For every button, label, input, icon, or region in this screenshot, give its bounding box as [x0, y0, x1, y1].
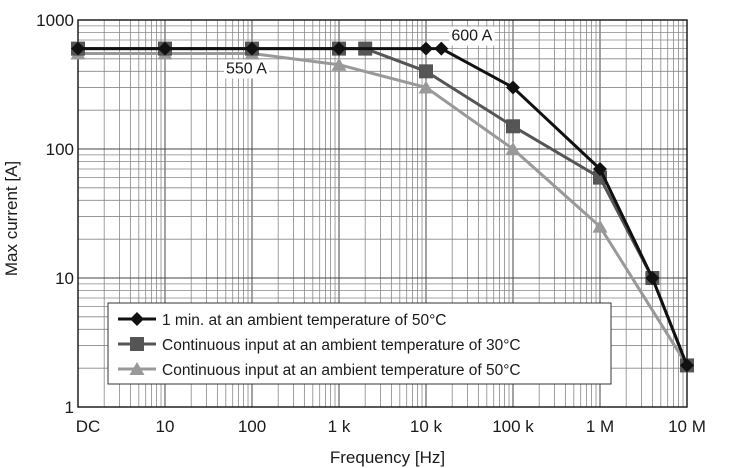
series-marker-diamond — [130, 312, 144, 326]
legend-entry: Continuous input at an ambient temperatu… — [162, 362, 521, 379]
legend-box — [107, 302, 612, 385]
annotation-background — [449, 26, 495, 46]
x-axis-label: Frequency [Hz] — [330, 448, 445, 467]
annotation-label: 550 A — [226, 60, 267, 77]
x-tick-label: 10 k — [410, 417, 443, 436]
series-line — [78, 47, 689, 366]
annotation-label: 600 A — [451, 28, 492, 45]
series-marker-diamond — [158, 41, 172, 56]
x-tick-labels: DC 10 100 1 k 10 k 100 k 1 M 10 M — [76, 417, 706, 436]
series-marker-triangle — [418, 80, 434, 94]
y-tick-label: 1000 — [36, 11, 74, 30]
series-line — [78, 51, 689, 367]
series-marker-triangle — [592, 219, 608, 233]
y-tick-label: 1 — [65, 398, 74, 417]
plot-frame — [77, 19, 688, 408]
y-tick-label: 100 — [46, 140, 74, 159]
y-axis-label: Max current [A] — [2, 161, 21, 276]
series-marker-triangle — [331, 57, 347, 71]
x-tick-label: 10 — [156, 417, 175, 436]
y-tick-label: 10 — [55, 269, 74, 288]
series-marker-diamond — [419, 41, 433, 56]
series-marker-diamond — [245, 41, 259, 56]
series-marker-diamond — [645, 271, 660, 285]
x-tick-label: 100 k — [492, 417, 534, 436]
x-tick-label: DC — [76, 417, 101, 436]
series-marker-diamond — [434, 41, 449, 56]
series-marker-diamond — [71, 41, 85, 56]
x-tick-label: 1 k — [328, 417, 351, 436]
x-tick-label: 100 — [238, 417, 266, 436]
y-tick-labels: 1000 100 10 1 — [36, 11, 74, 417]
x-tick-label: 1 M — [586, 417, 614, 436]
annotation-background — [224, 59, 270, 79]
legend-entry: Continuous input at an ambient temperatu… — [162, 337, 521, 354]
series-marker-square — [419, 64, 433, 79]
series-marker-diamond — [593, 161, 607, 176]
series-marker-square — [130, 337, 144, 351]
annotations: 600 A 550 A — [224, 26, 495, 79]
legend-entry: 1 min. at an ambient temperature of 50°C — [162, 312, 447, 329]
series-marker-diamond — [680, 358, 694, 373]
series-marker-triangle — [129, 362, 145, 375]
series-marker-diamond — [332, 41, 346, 56]
series — [71, 41, 694, 373]
series-marker-square — [506, 119, 520, 134]
series-marker-triangle — [505, 142, 521, 155]
x-tick-label: 10 M — [668, 417, 706, 436]
series-layer — [70, 41, 695, 373]
series-marker-diamond — [506, 80, 520, 95]
legend: 1 min. at an ambient temperature of 50°C… — [107, 302, 612, 385]
